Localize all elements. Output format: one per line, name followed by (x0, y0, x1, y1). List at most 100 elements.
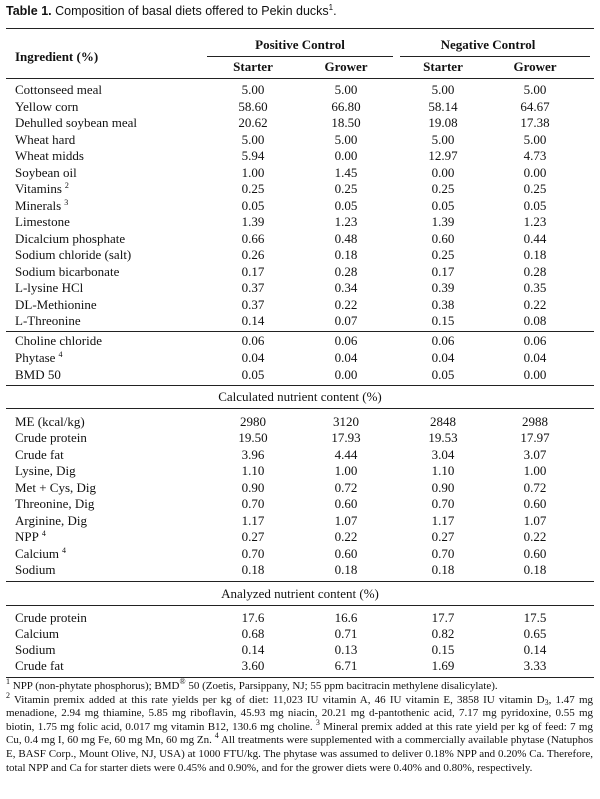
cell-value: 0.39 (431, 280, 455, 295)
cell-value: 5.00 (431, 82, 455, 97)
row-label: Met + Cys, Dig (15, 480, 96, 496)
label-text: Cottonseed meal (15, 82, 103, 97)
header-cell: Ingredient (%) (15, 49, 99, 64)
cell-value: 0.22 (334, 529, 358, 545)
cell-value: 1.23 (334, 214, 358, 229)
cell-value: 1.10 (431, 463, 455, 479)
cell-value: 0.48 (334, 230, 358, 246)
cell-value: 0.00 (334, 367, 358, 382)
cell-value: 0.18 (431, 562, 455, 578)
label-text: Sodium (15, 642, 56, 657)
label-text: Limestone (15, 214, 70, 229)
row-label: L-lysine HCl (15, 280, 83, 296)
cell-value: 0.05 (523, 197, 547, 213)
cell-value: 0.28 (523, 263, 547, 279)
cell-value: 0.72 (334, 479, 358, 495)
cell-value: 0.14 (241, 313, 265, 328)
cell-value: 2980 (240, 414, 266, 429)
footnote-text: All treatments were supplemented with a … (6, 734, 593, 774)
label-text: L-Threonine (15, 313, 81, 328)
cell-value: 5.00 (241, 82, 265, 97)
label-text: Choline chloride (15, 333, 103, 348)
rule (400, 56, 590, 57)
label-text: Dicalcium phosphate (15, 230, 126, 246)
cell-value: 0.44 (523, 230, 547, 246)
cell-value: 0.07 (334, 313, 358, 328)
cell-value: 0.18 (241, 562, 265, 578)
cell-value: 20.62 (238, 115, 268, 130)
cell-value: 0.08 (523, 313, 547, 328)
cell-value: 0.05 (431, 197, 455, 213)
footnote-ref: 4 (62, 545, 67, 555)
cell-value: 1.69 (431, 658, 455, 673)
cell-value: 0.05 (431, 367, 455, 382)
cell-value: 0.90 (431, 479, 455, 495)
row-label: DL-Methionine (15, 297, 97, 313)
label-text: Soybean oil (15, 164, 77, 180)
cell-value: 0.05 (334, 197, 358, 213)
column-header: Starter (233, 59, 273, 74)
row-label: Calcium 4 (15, 546, 66, 562)
label-text: Met + Cys, Dig (15, 479, 97, 495)
footnote-mark: ® (179, 677, 186, 686)
cell-value: 0.18 (523, 562, 547, 578)
table-title: Table 1. Composition of basal diets offe… (6, 4, 337, 19)
label-text: BMD 50 (15, 367, 61, 382)
cell-value: 1.07 (523, 512, 547, 528)
cell-value: 5.00 (523, 131, 547, 147)
cell-value: 5.00 (334, 131, 358, 147)
row-label: Threonine, Dig (15, 496, 94, 512)
row-label: Sodium chloride (salt) (15, 247, 131, 263)
label-text: NPP (15, 529, 39, 545)
cell-value: 2848 (430, 414, 456, 429)
footnote-ref: 4 (41, 529, 46, 539)
cell-value: 17.97 (520, 430, 550, 446)
cell-value: 0.60 (431, 230, 455, 246)
footnote: 1 NPP (non-phytate phosphorus); BMD® 50 … (6, 677, 593, 694)
cell-value: 0.82 (431, 626, 455, 641)
rule (6, 28, 594, 29)
cell-value: 3120 (333, 414, 359, 429)
row-label: Crude protein (15, 430, 87, 446)
row-label: ME (kcal/kg) (15, 414, 85, 430)
row-label: BMD 50 (15, 367, 61, 383)
cell-value: 0.38 (431, 296, 455, 312)
cell-value: 66.80 (331, 98, 361, 114)
cell-value: 0.37 (241, 296, 265, 312)
cell-value: 64.67 (520, 98, 550, 114)
cell-value: 0.60 (334, 545, 358, 561)
cell-value: 5.00 (523, 82, 547, 97)
row-label: Choline chloride (15, 333, 102, 349)
label-text: Calcium (15, 545, 60, 561)
cell-value: 17.7 (431, 610, 455, 625)
cell-value: 19.53 (428, 430, 458, 446)
label-text: Arginine, Dig (15, 512, 87, 528)
row-label: Soybean oil (15, 165, 77, 181)
cell-value: 0.60 (334, 496, 358, 512)
cell-value: 0.04 (431, 350, 455, 365)
cell-value: 1.39 (241, 214, 265, 229)
cell-value: 0.90 (241, 479, 265, 495)
label-text: Vitamins (15, 181, 62, 196)
label-text: Crude fat (15, 658, 64, 673)
row-label: NPP 4 (15, 529, 46, 545)
cell-value: 3.33 (523, 658, 547, 673)
cell-value: 58.60 (238, 98, 268, 114)
cell-value: 0.05 (241, 367, 265, 382)
label-text: L-lysine HCl (15, 280, 84, 295)
cell-value: 3.07 (523, 446, 547, 462)
cell-value: 0.71 (334, 626, 358, 641)
cell-value: 0.72 (523, 479, 547, 495)
row-label: Crude fat (15, 658, 64, 674)
cell-value: 12.97 (428, 148, 458, 163)
cell-value: 1.39 (431, 214, 455, 229)
cell-value: 0.27 (431, 529, 455, 545)
row-label: Sodium bicarbonate (15, 264, 119, 280)
cell-value: 1.17 (431, 512, 455, 528)
label-text: Crude fat (15, 446, 64, 462)
cell-value: 6.71 (334, 658, 358, 673)
cell-value: 5.94 (241, 148, 265, 163)
label-text: Calcium (15, 626, 60, 641)
footnote-mark: 1 (6, 677, 10, 686)
